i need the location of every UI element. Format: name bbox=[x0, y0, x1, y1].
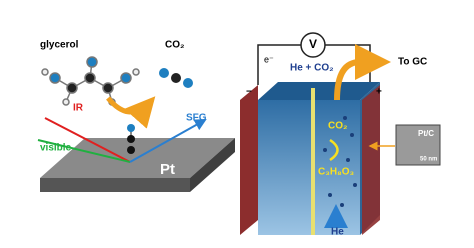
electron-label: e⁻ bbox=[264, 54, 274, 64]
inset-label: Pt/C bbox=[418, 129, 434, 138]
inset-image bbox=[395, 124, 441, 166]
minus-label: − bbox=[246, 87, 252, 98]
ir-label: IR bbox=[73, 103, 84, 114]
co2-molecule bbox=[159, 68, 193, 88]
voltmeter bbox=[300, 32, 326, 58]
sfg-beam bbox=[129, 119, 207, 163]
bubbles bbox=[323, 116, 357, 207]
membrane bbox=[311, 88, 315, 235]
glycerol-label: glycerol bbox=[40, 40, 79, 51]
glycerol-molecule bbox=[41, 56, 140, 106]
product-label: CO₂ bbox=[328, 121, 347, 132]
pt-side bbox=[190, 138, 235, 192]
right-panel: V e⁻ He + CO₂ To GC − + CO₂ C₃H₈O₃ He Pt… bbox=[240, 32, 441, 238]
sfg-label: SFG bbox=[186, 113, 207, 124]
inset-scale: 50 nm bbox=[420, 157, 437, 163]
reaction-arrow bbox=[329, 138, 339, 162]
pt-label: Pt bbox=[160, 161, 175, 178]
meter-label: V bbox=[309, 37, 317, 51]
ir-beam bbox=[44, 117, 131, 163]
outlet-arrow bbox=[334, 44, 391, 101]
wire bbox=[257, 44, 301, 85]
gas-out-label: He + CO₂ bbox=[290, 63, 334, 74]
pt-front bbox=[40, 178, 190, 192]
electrode-left bbox=[240, 85, 258, 235]
visible-beam bbox=[37, 139, 131, 163]
cell-top bbox=[258, 82, 380, 100]
reaction-arrow bbox=[106, 96, 156, 129]
left-panel: glycerol CO₂ IR visible SFG Pt bbox=[37, 40, 235, 192]
electrode-right bbox=[362, 85, 380, 235]
visible-label: visible bbox=[40, 143, 72, 154]
inlet-label: He bbox=[331, 227, 344, 238]
co2-label: CO₂ bbox=[165, 40, 184, 51]
plus-label: + bbox=[376, 87, 382, 98]
reactant-label: C₃H₈O₃ bbox=[318, 167, 355, 178]
outlet-label: To GC bbox=[398, 57, 427, 68]
